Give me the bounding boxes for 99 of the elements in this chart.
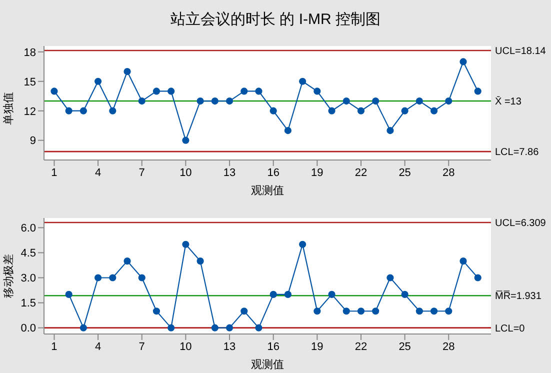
point	[314, 88, 321, 95]
point	[196, 258, 204, 265]
y-tick-label: 4.5	[20, 248, 36, 260]
x-tick-label: 13	[223, 166, 236, 179]
point	[270, 107, 277, 114]
point	[255, 324, 262, 332]
point	[80, 107, 87, 114]
point	[109, 107, 116, 114]
point	[226, 324, 234, 332]
point	[357, 107, 365, 114]
point	[328, 290, 336, 298]
x-tick-label: 16	[267, 166, 280, 179]
x-tick-label: 22	[354, 340, 368, 353]
y-tick-label: 15	[24, 76, 36, 88]
x-tick-label: 28	[442, 166, 455, 179]
x-tick-label: 19	[311, 166, 324, 179]
point	[124, 258, 131, 265]
x-tick-label: 7	[138, 166, 145, 179]
point	[168, 88, 175, 95]
point	[416, 308, 423, 315]
ref-line-label: UCL=6.309	[495, 218, 546, 230]
point	[445, 308, 452, 315]
point	[240, 88, 248, 95]
point	[168, 324, 175, 332]
ref-line-label: LCL=7.86	[495, 147, 540, 158]
point	[430, 107, 438, 114]
point	[284, 126, 292, 134]
point	[152, 308, 160, 315]
x-tick-label: 13	[223, 340, 236, 353]
x-tick-label: 22	[354, 166, 368, 179]
point	[270, 290, 277, 298]
x-tick-label: 28	[442, 340, 455, 353]
point	[460, 258, 467, 265]
point	[80, 324, 87, 332]
chart-title: 站立会议的时长 的 I-MR 控制图	[170, 10, 382, 30]
x-axis-title: 观测值	[251, 185, 284, 197]
point	[386, 274, 394, 282]
point	[196, 97, 204, 105]
ref-line-label: X̄ =13	[495, 96, 522, 108]
point	[94, 274, 102, 282]
point	[372, 308, 380, 315]
point	[460, 58, 467, 66]
point	[416, 97, 423, 105]
point	[182, 136, 190, 144]
x-tick-label: 25	[398, 340, 411, 353]
point	[109, 274, 116, 282]
point	[401, 107, 408, 114]
y-tick-label: 18	[24, 46, 36, 59]
point	[357, 308, 365, 315]
point	[65, 107, 72, 114]
point	[138, 274, 146, 282]
x-tick-label: 7	[138, 340, 145, 353]
point	[386, 126, 394, 134]
x-tick-label: 10	[180, 340, 192, 353]
point	[342, 97, 350, 105]
y-tick-label: 6.0	[20, 222, 36, 235]
point	[211, 97, 218, 105]
point	[65, 290, 72, 298]
x-tick-label: 10	[180, 166, 192, 179]
ref-line-label: LCL=0	[495, 323, 526, 334]
x-tick-label: 4	[94, 166, 102, 179]
x-tick-label: 16	[267, 340, 280, 353]
point	[299, 240, 306, 248]
x-tick-label: 1	[51, 340, 58, 353]
y-tick-label: 3.0	[20, 272, 36, 285]
x-tick-label: 19	[311, 340, 324, 353]
point	[372, 97, 380, 105]
point	[314, 308, 321, 315]
x-tick-label: 1	[51, 166, 58, 179]
x-axis-title: 观测值	[251, 359, 284, 371]
point	[445, 97, 452, 105]
point	[255, 88, 262, 95]
point	[211, 324, 218, 332]
point	[182, 240, 190, 248]
point	[474, 88, 482, 95]
y-tick-label: 12	[24, 106, 36, 118]
point	[299, 78, 306, 85]
x-tick-label: 25	[398, 166, 411, 179]
ref-line-label: UCL=18.14	[495, 46, 546, 58]
point	[152, 88, 160, 95]
y-tick-label: 1.5	[20, 298, 36, 310]
point	[50, 88, 58, 95]
ref-line-label: M̅R̅=1.931	[495, 290, 542, 302]
y-axis-title: 单独值	[2, 92, 15, 125]
y-tick-label: 0.0	[20, 322, 36, 335]
point	[401, 290, 408, 298]
point	[94, 78, 102, 85]
point	[138, 97, 146, 105]
point	[328, 107, 336, 114]
y-axis-title: 移动极差	[2, 254, 15, 298]
point	[342, 308, 350, 315]
point	[474, 274, 482, 282]
point	[124, 68, 131, 76]
x-tick-label: 4	[94, 340, 102, 353]
point	[284, 290, 292, 298]
y-tick-label: 9	[30, 135, 36, 148]
point	[226, 97, 234, 105]
point	[240, 308, 248, 315]
point	[430, 308, 438, 315]
